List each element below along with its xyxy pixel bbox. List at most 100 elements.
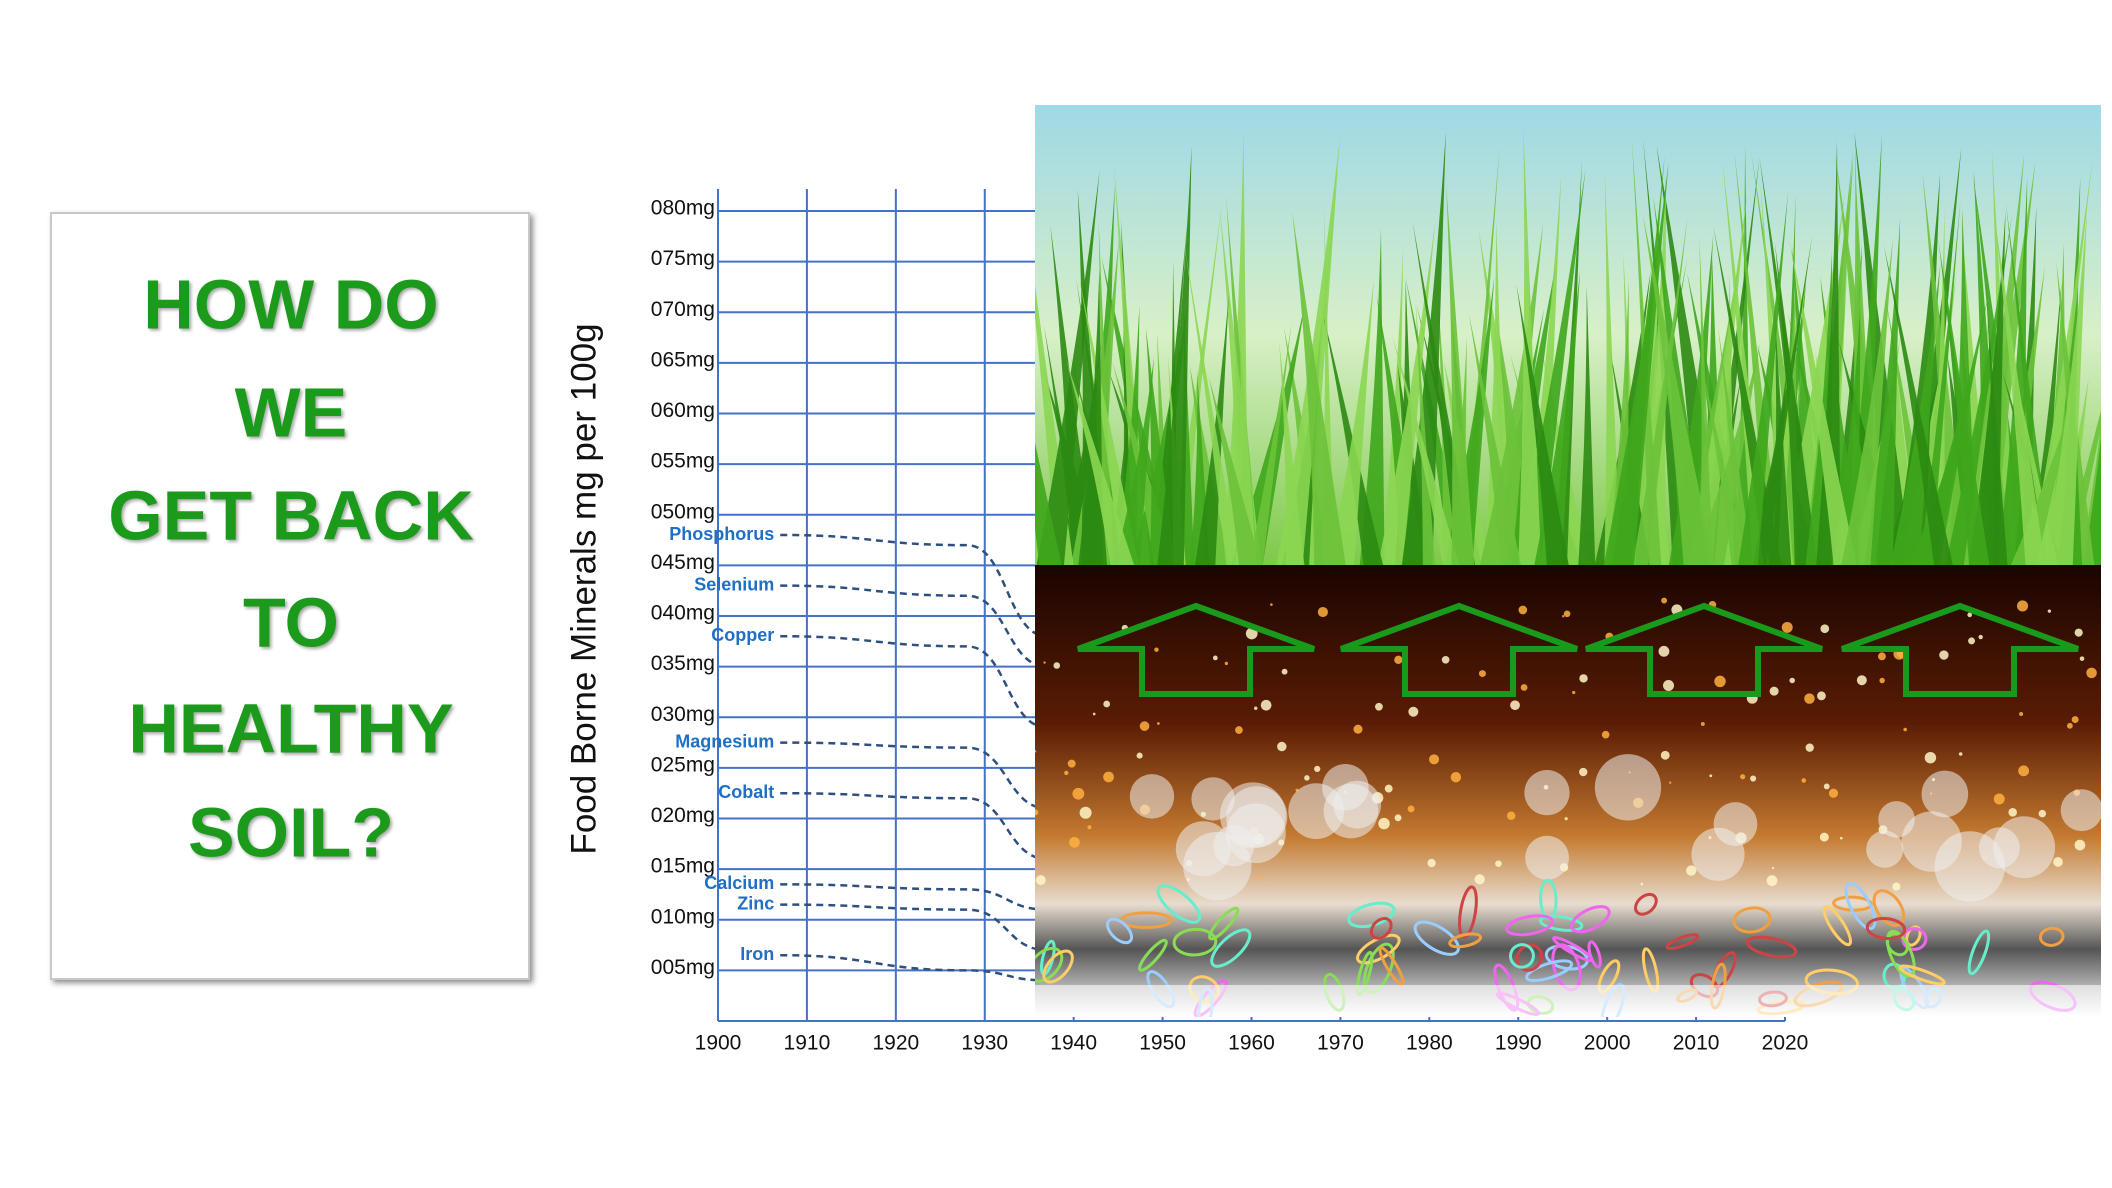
microbe [1138, 938, 1168, 972]
sparkle [2086, 667, 2097, 679]
sparkle [1958, 752, 1963, 756]
sparkle [1281, 668, 1288, 675]
soil-image [1035, 105, 2101, 1017]
microbe [1042, 949, 1074, 984]
series-label: Zinc [737, 893, 774, 913]
y-tick-label: 020mg [651, 804, 715, 827]
y-tick-label: 055mg [651, 450, 715, 473]
microbe [1106, 917, 1134, 945]
sparkle [1572, 690, 1576, 695]
sparkle [1518, 605, 1528, 615]
y-tick-label: 010mg [651, 905, 715, 928]
sparkle [1317, 606, 1328, 618]
sparkle [1967, 612, 1973, 618]
grass-blade [1359, 228, 1385, 565]
grass-blade [1603, 161, 1669, 565]
sparkle [1407, 805, 1415, 813]
microbe [1208, 906, 1240, 941]
grass-blade [1883, 245, 1953, 566]
x-tick-label: 2000 [1584, 1032, 1631, 1055]
bubble [1183, 831, 1252, 901]
sparkle [1709, 774, 1713, 778]
sparkle [1856, 675, 1867, 686]
sparkle [1087, 825, 1092, 830]
x-tick-label: 1960 [1228, 1032, 1275, 1055]
x-tick-label: 1900 [695, 1032, 742, 1055]
grass-blade [1328, 279, 1374, 565]
callout-line: GET BACK [108, 476, 474, 554]
sparkle [1978, 634, 1983, 640]
grass-blade [1184, 247, 1239, 565]
sparkle [2074, 628, 2083, 637]
callout-line: HEALTHY [128, 689, 453, 767]
sparkle [1801, 778, 1807, 783]
microbe [1508, 943, 1535, 969]
grass-blade [1765, 284, 1798, 565]
callout-box [50, 212, 530, 980]
sparkle [2053, 857, 2063, 867]
microbe [1413, 920, 1460, 956]
sparkle [1043, 661, 1046, 664]
sparkle [1939, 650, 1949, 660]
sparkle [1224, 661, 1229, 666]
sparkle [1157, 722, 1160, 725]
sparkle [1820, 624, 1830, 634]
y-tick-label: 035mg [651, 652, 715, 675]
grass-blade [1078, 269, 1104, 565]
grass-blade [1391, 334, 1460, 565]
sparkle [2019, 711, 2024, 716]
grass-blade [1776, 193, 1845, 565]
grass-blade [1035, 442, 1062, 565]
grass-blade [1734, 151, 1782, 565]
sparkle [1394, 814, 1402, 822]
grass-blade [1692, 344, 1760, 565]
microbe [1172, 927, 1218, 957]
sparkle [2008, 808, 2017, 817]
x-tick-label: 2020 [1762, 1032, 1809, 1055]
callout-line: TO [243, 583, 339, 661]
sparkle [1375, 702, 1383, 711]
sparkle [1270, 603, 1273, 606]
grass-blade [1446, 185, 1475, 565]
series-line [780, 584, 1048, 668]
y-tick-label: 045mg [651, 551, 715, 574]
series-line [780, 953, 1047, 982]
grass-blade [2044, 211, 2087, 565]
grass-blade [1986, 287, 2008, 565]
sparkle [1103, 771, 1114, 783]
bubble [1524, 770, 1570, 816]
microbe [1570, 905, 1611, 934]
x-tick-label: 2010 [1673, 1032, 1720, 1055]
bubble [2060, 789, 2101, 832]
grass-blade [1992, 205, 2046, 565]
sparkle [1353, 724, 1363, 734]
sparkle [1441, 655, 1450, 664]
microbe [1458, 885, 1478, 939]
grass-blade [1208, 376, 1262, 565]
grass-blade [2005, 203, 2053, 565]
sparkle [1804, 693, 1815, 704]
sparkle [1968, 637, 1976, 645]
sparkle [1064, 770, 1069, 776]
sparkle [1819, 832, 1829, 842]
callout-line: SOIL? [188, 793, 394, 871]
microbe [1885, 932, 1909, 957]
x-tick-label: 1950 [1139, 1032, 1186, 1055]
bubble [1713, 802, 1758, 846]
microbe [1210, 928, 1252, 968]
sparkle [1478, 670, 1486, 678]
microbe [1552, 935, 1594, 963]
y-tick-label: 065mg [651, 348, 715, 371]
microbe [1119, 911, 1173, 929]
sparkle [2066, 722, 2073, 729]
grass-blade [1468, 313, 1521, 565]
sparkle [1700, 721, 1705, 726]
sparkle [1924, 752, 1937, 764]
series-line [780, 533, 1048, 638]
sparkle [1427, 858, 1436, 868]
sparkle [2018, 765, 2030, 777]
sparkle [1878, 652, 1886, 661]
sparkle [2047, 609, 2052, 613]
sparkle [1103, 700, 1111, 708]
